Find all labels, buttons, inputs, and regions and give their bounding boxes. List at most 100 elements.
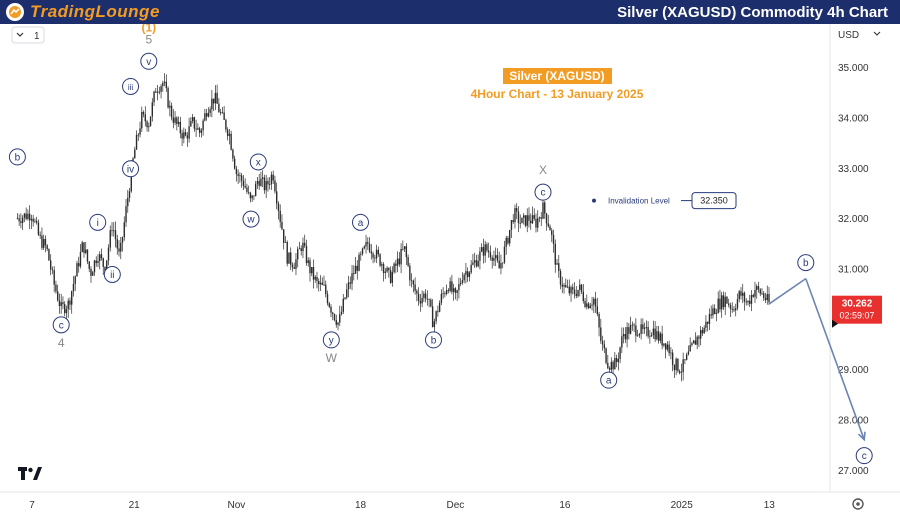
brand-name: TradingLounge [30,2,160,21]
candle-body [382,264,385,273]
candle-body [386,267,388,272]
price-chart[interactable]: 1 USD 35.00034.00033.00032.00031.00030.0… [0,20,900,522]
candle-body [318,280,320,285]
candle-body [142,112,145,115]
candle-body [139,128,141,135]
candle-body [293,267,295,269]
candle-body [440,293,443,303]
candle-body [552,234,555,244]
currency-selector[interactable]: USD [838,30,881,41]
candle-body [275,191,278,204]
candle-body [267,181,269,185]
candle-body [58,300,61,307]
candle-body [232,149,234,159]
candle-body [487,250,490,253]
candle-body [689,345,691,352]
candle-body [629,325,632,334]
candle-body [577,289,579,297]
candle-body [621,336,623,348]
candle-body [200,130,203,133]
candle-body [155,91,157,93]
candle-body [524,215,527,226]
x-tick-label: 16 [559,500,571,511]
candle-body [375,249,378,259]
candle-body [612,361,614,370]
candle-body [258,181,260,186]
candle-body [419,301,422,304]
candle-body [125,206,127,223]
candle-body [393,263,395,273]
candle-body [316,276,318,281]
candle-body [18,218,20,222]
candle-body [302,242,304,252]
wave-label: b [803,258,809,269]
candle-body [76,263,78,277]
candle-body [705,321,707,328]
candle-body [28,213,31,221]
candle-body [107,247,110,261]
candle-body [715,312,718,315]
wave-label-circle [797,254,815,272]
candle-body [400,248,402,265]
candle-body [46,245,48,250]
wave-label-circle [425,331,442,349]
candle-body [575,293,577,297]
chart-panel[interactable]: 1 USD 35.00034.00033.00032.00031.00030.0… [0,20,900,522]
candle-body [74,276,76,284]
projection-arrow [768,277,866,442]
candle-body [402,248,404,250]
candle-body [414,284,416,291]
candle-body [391,272,394,283]
candle-body [403,246,406,249]
candle-body [16,218,19,220]
candle-body [53,270,55,285]
candle-body [300,248,302,252]
candle-body [412,280,415,285]
candle-body [141,112,143,129]
candle-body [219,112,222,113]
wave-label: v [146,57,151,68]
candle-body [452,288,455,292]
candle-body [34,220,36,222]
candle-body [521,217,523,224]
wave-label-circle [89,213,107,231]
interval-toolbar[interactable]: 1 [11,26,45,44]
candle-body [291,264,294,268]
candle-body [209,109,211,113]
candle-body [614,358,616,370]
y-tick-label: 28.000 [838,416,869,427]
y-tick-label: 31.000 [838,265,869,276]
candle-body [230,133,232,150]
candle-body [643,327,646,329]
candle-body [179,121,182,134]
candle-body [740,291,742,296]
candle-body [67,300,69,310]
interval-box[interactable] [11,26,45,44]
candle-body [728,303,730,305]
candle-body [114,230,117,240]
candle-body [456,290,458,293]
candle-body [670,352,672,354]
wave-degree-label: 4 [58,336,65,350]
candle-body [603,344,606,349]
candle-body [78,263,80,267]
candle-body [384,271,387,273]
candle-body [286,242,288,264]
candle-body [514,208,516,222]
candle-body [353,273,355,275]
candle-body [661,333,663,346]
price-pointer-icon [832,319,838,328]
candle-body [579,284,581,290]
settings-button[interactable] [852,498,864,510]
invalidation-level: Invalidation Level 32.350 [592,192,737,210]
candle-body [754,290,756,297]
candle-body [169,105,171,108]
candle-body [589,305,592,309]
candle-body [305,245,308,264]
candle-body [311,267,313,274]
candle-body [205,113,208,117]
candle-body [295,259,297,269]
candle-body [551,230,553,235]
candle-body [388,267,390,271]
candle-body [60,302,62,307]
